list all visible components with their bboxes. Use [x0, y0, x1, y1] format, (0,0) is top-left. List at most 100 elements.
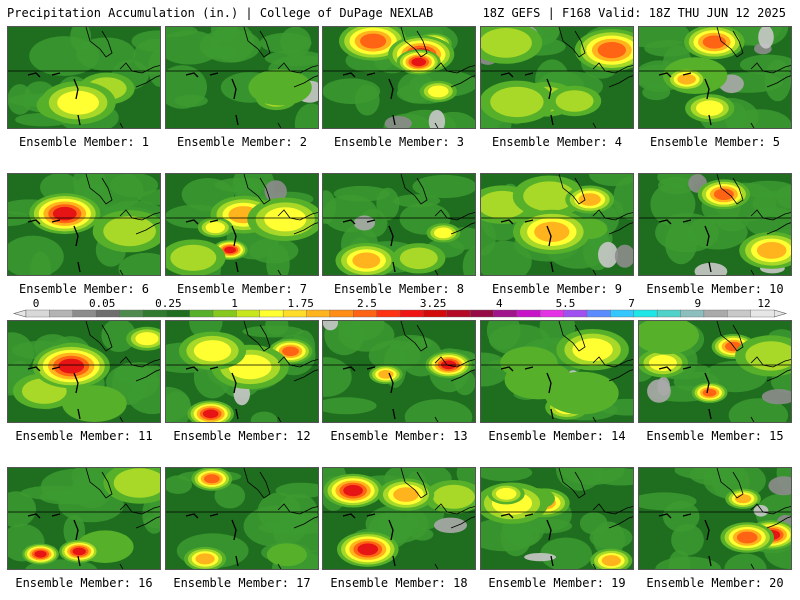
precipitation-contour-map — [166, 27, 318, 128]
colorbar-swatch — [329, 309, 354, 318]
colorbar-tick-label: 0 — [33, 297, 40, 310]
precipitation-contour-map — [166, 174, 318, 275]
precipitation-contour-map — [481, 174, 633, 275]
colorbar-swatch — [142, 309, 167, 318]
ensemble-member-map — [638, 173, 792, 276]
colorbar-tick-label: 3.25 — [420, 297, 447, 310]
colorbar-swatch — [423, 309, 448, 318]
colorbar-swatch — [727, 309, 752, 318]
colorbar-tick-label: 4 — [496, 297, 503, 310]
precipitation-contour-map — [481, 27, 633, 128]
colorbar-swatch — [446, 309, 471, 318]
ensemble-member-map — [638, 320, 792, 423]
ensemble-member-caption: Ensemble Member: 17 — [173, 576, 311, 590]
colorbar-tick-label: 9 — [694, 297, 701, 310]
ensemble-member-map — [7, 320, 161, 423]
precipitation-contour-map — [8, 174, 160, 275]
precipitation-contour-map — [8, 321, 160, 422]
ensemble-member-caption: Ensemble Member: 19 — [488, 576, 626, 590]
ensemble-member-map — [7, 467, 161, 570]
ensemble-member-caption: Ensemble Member: 7 — [176, 282, 308, 296]
colorbar-swatch — [469, 309, 495, 318]
colorbar-tick-label: 0.05 — [89, 297, 116, 310]
colorbar-swatch — [633, 309, 658, 318]
colorbar-swatch — [236, 309, 261, 318]
ensemble-member-caption: Ensemble Member: 3 — [333, 135, 465, 149]
colorbar-swatch — [656, 309, 682, 318]
precipitation-contour-map — [166, 321, 318, 422]
precipitation-contour-map — [8, 468, 160, 569]
colorbar-swatch — [376, 309, 401, 318]
precipitation-colorbar — [12, 309, 788, 318]
ensemble-member-map — [480, 173, 634, 276]
ensemble-member-map — [480, 320, 634, 423]
ensemble-member-caption: Ensemble Member: 4 — [491, 135, 623, 149]
colorbar-swatch — [703, 309, 728, 318]
colorbar-swatch — [306, 309, 331, 318]
ensemble-member-caption: Ensemble Member: 11 — [15, 429, 153, 443]
precipitation-contour-map — [166, 468, 318, 569]
colorbar-swatch — [493, 309, 518, 318]
ensemble-member-caption: Ensemble Member: 13 — [330, 429, 468, 443]
colorbar-swatch — [563, 309, 588, 318]
colorbar-swatch — [25, 309, 50, 318]
ensemble-member-caption: Ensemble Member: 2 — [176, 135, 308, 149]
colorbar-swatch — [750, 309, 775, 318]
colorbar-swatch — [586, 309, 611, 318]
precipitation-contour-map — [323, 174, 475, 275]
ensemble-member-map — [165, 26, 319, 129]
ensemble-member-caption: Ensemble Member: 18 — [330, 576, 468, 590]
colorbar-swatch — [166, 309, 191, 318]
colorbar-tick-label: 2.5 — [357, 297, 377, 310]
colorbar-tick-labels: 0 0.05 0.25 1 1.75 2.5 3.25 4 5.5 7 9 12 — [33, 297, 771, 310]
ensemble-member-map — [7, 26, 161, 129]
colorbar-swatch — [119, 309, 144, 318]
ensemble-member-map — [7, 173, 161, 276]
ensemble-member-caption: Ensemble Member: 9 — [491, 282, 623, 296]
ensemble-member-caption: Ensemble Member: 14 — [488, 429, 626, 443]
ensemble-member-caption: Ensemble Member: 20 — [646, 576, 784, 590]
ensemble-member-caption: Ensemble Member: 1 — [18, 135, 150, 149]
ensemble-member-map — [165, 173, 319, 276]
precipitation-contour-map — [639, 468, 791, 569]
colorbar-swatch — [516, 309, 541, 318]
map-title: Precipitation Accumulation (in.) | Colle… — [7, 6, 434, 20]
ensemble-member-map — [165, 320, 319, 423]
ensemble-member-caption: Ensemble Member: 10 — [646, 282, 784, 296]
ensemble-member-caption: Ensemble Member: 15 — [646, 429, 784, 443]
colorbar-swatch — [212, 309, 237, 318]
ensemble-member-caption: Ensemble Member: 5 — [649, 135, 781, 149]
precipitation-contour-map — [323, 27, 475, 128]
colorbar-tick-label: 1.75 — [287, 297, 314, 310]
ensemble-member-map — [322, 467, 476, 570]
colorbar-tick-label: 7 — [628, 297, 635, 310]
ensemble-member-map — [638, 26, 792, 129]
colorbar-swatch — [259, 309, 284, 318]
colorbar-tick-label: 5.5 — [556, 297, 576, 310]
ensemble-member-map — [165, 467, 319, 570]
colorbar-max-arrow — [773, 309, 788, 318]
colorbar-tick-label: 12 — [757, 297, 770, 310]
precipitation-contour-map — [481, 321, 633, 422]
colorbar-swatch — [399, 309, 424, 318]
ensemble-member-map — [638, 467, 792, 570]
colorbar-swatch — [680, 309, 705, 318]
ensemble-member-map — [322, 173, 476, 276]
colorbar-swatch — [282, 309, 308, 318]
colorbar-swatch — [72, 309, 97, 318]
colorbar-swatch — [49, 309, 74, 318]
ensemble-member-caption: Ensemble Member: 12 — [173, 429, 311, 443]
ensemble-member-caption: Ensemble Member: 6 — [18, 282, 150, 296]
ensemble-member-caption: Ensemble Member: 16 — [15, 576, 153, 590]
precipitation-contour-map — [639, 27, 791, 128]
colorbar-swatch — [610, 309, 635, 318]
ensemble-member-map — [322, 26, 476, 129]
colorbar-min-arrow — [12, 309, 27, 318]
precipitation-contour-map — [323, 321, 475, 422]
precipitation-contour-map — [323, 468, 475, 569]
colorbar-tick-label: 0.25 — [155, 297, 182, 310]
ensemble-member-map — [480, 467, 634, 570]
colorbar-swatch — [540, 309, 565, 318]
precipitation-contour-map — [8, 27, 160, 128]
ensemble-member-map — [480, 26, 634, 129]
